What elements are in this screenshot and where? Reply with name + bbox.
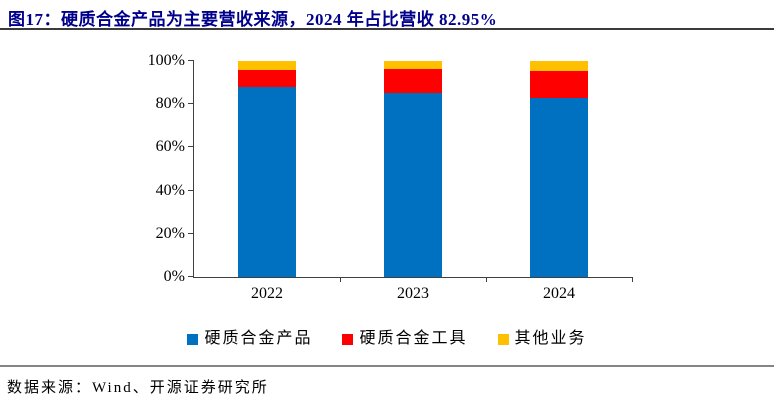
bar-segment-2024-硬质合金产品: [529, 97, 588, 277]
bar-segment-2023-硬质合金工具: [383, 69, 442, 93]
legend-item: 硬质合金产品: [187, 331, 312, 347]
stacked-bar-2022: [237, 61, 296, 277]
x-axis-category-label: 2023: [396, 285, 429, 302]
x-axis-tick: [485, 277, 487, 282]
y-axis-tick: [188, 146, 194, 148]
stacked-bar-2023: [383, 61, 442, 277]
bar-segment-2024-其他业务: [529, 61, 588, 72]
title-divider: [0, 28, 774, 30]
stacked-bar-2024: [529, 61, 588, 277]
bar-segment-2023-其他业务: [383, 61, 442, 70]
y-axis-tick: [188, 60, 194, 61]
bar-slot: [486, 61, 632, 277]
y-axis-tick-label: 100%: [147, 52, 185, 69]
bar-segment-2024-硬质合金工具: [529, 71, 588, 98]
x-axis-category-label: 2022: [250, 285, 283, 302]
data-source-note: 数据来源：Wind、开源证券研究所: [7, 380, 269, 396]
y-axis-tick: [188, 276, 194, 277]
x-axis-tick: [339, 277, 341, 282]
y-axis-tick: [188, 189, 194, 191]
chart-legend: 硬质合金产品 硬质合金工具 其他业务: [0, 330, 774, 348]
x-axis-category-label: 2024: [542, 285, 575, 302]
legend-label: 其他业务: [514, 330, 587, 347]
bar-segment-2023-硬质合金产品: [383, 92, 442, 277]
bar-segment-2022-硬质合金产品: [237, 86, 296, 277]
y-axis-tick-label: 80%: [155, 95, 185, 113]
bar-slot: [340, 61, 486, 277]
legend-item: 硬质合金工具: [342, 331, 467, 347]
bar-segment-2022-其他业务: [237, 61, 296, 71]
legend-label: 硬质合金工具: [359, 330, 468, 347]
x-axis-tick: [632, 277, 633, 282]
y-axis-tick: [188, 232, 194, 234]
bar-slot: [194, 61, 340, 277]
y-axis-tick-label: 20%: [155, 224, 185, 242]
legend-swatch: [497, 333, 509, 345]
plot-area: 0% 20% 40% 60% 80% 100% 2022 2023 2024: [148, 53, 633, 302]
footer-divider: [0, 365, 774, 367]
y-axis-tick-label: 60%: [155, 138, 185, 156]
legend-item: 其他业务: [497, 330, 587, 347]
figure-title: 图17：硬质合金产品为主要营收来源，2024 年占比营收 82.95%: [8, 10, 498, 29]
legend-swatch: [342, 333, 354, 345]
legend-swatch: [187, 333, 199, 345]
legend-label: 硬质合金产品: [204, 330, 313, 347]
y-axis-tick-label: 0%: [163, 268, 185, 285]
y-axis-tick-label: 40%: [155, 181, 185, 199]
y-axis-tick: [188, 103, 194, 105]
bar-segment-2022-硬质合金工具: [237, 70, 296, 87]
